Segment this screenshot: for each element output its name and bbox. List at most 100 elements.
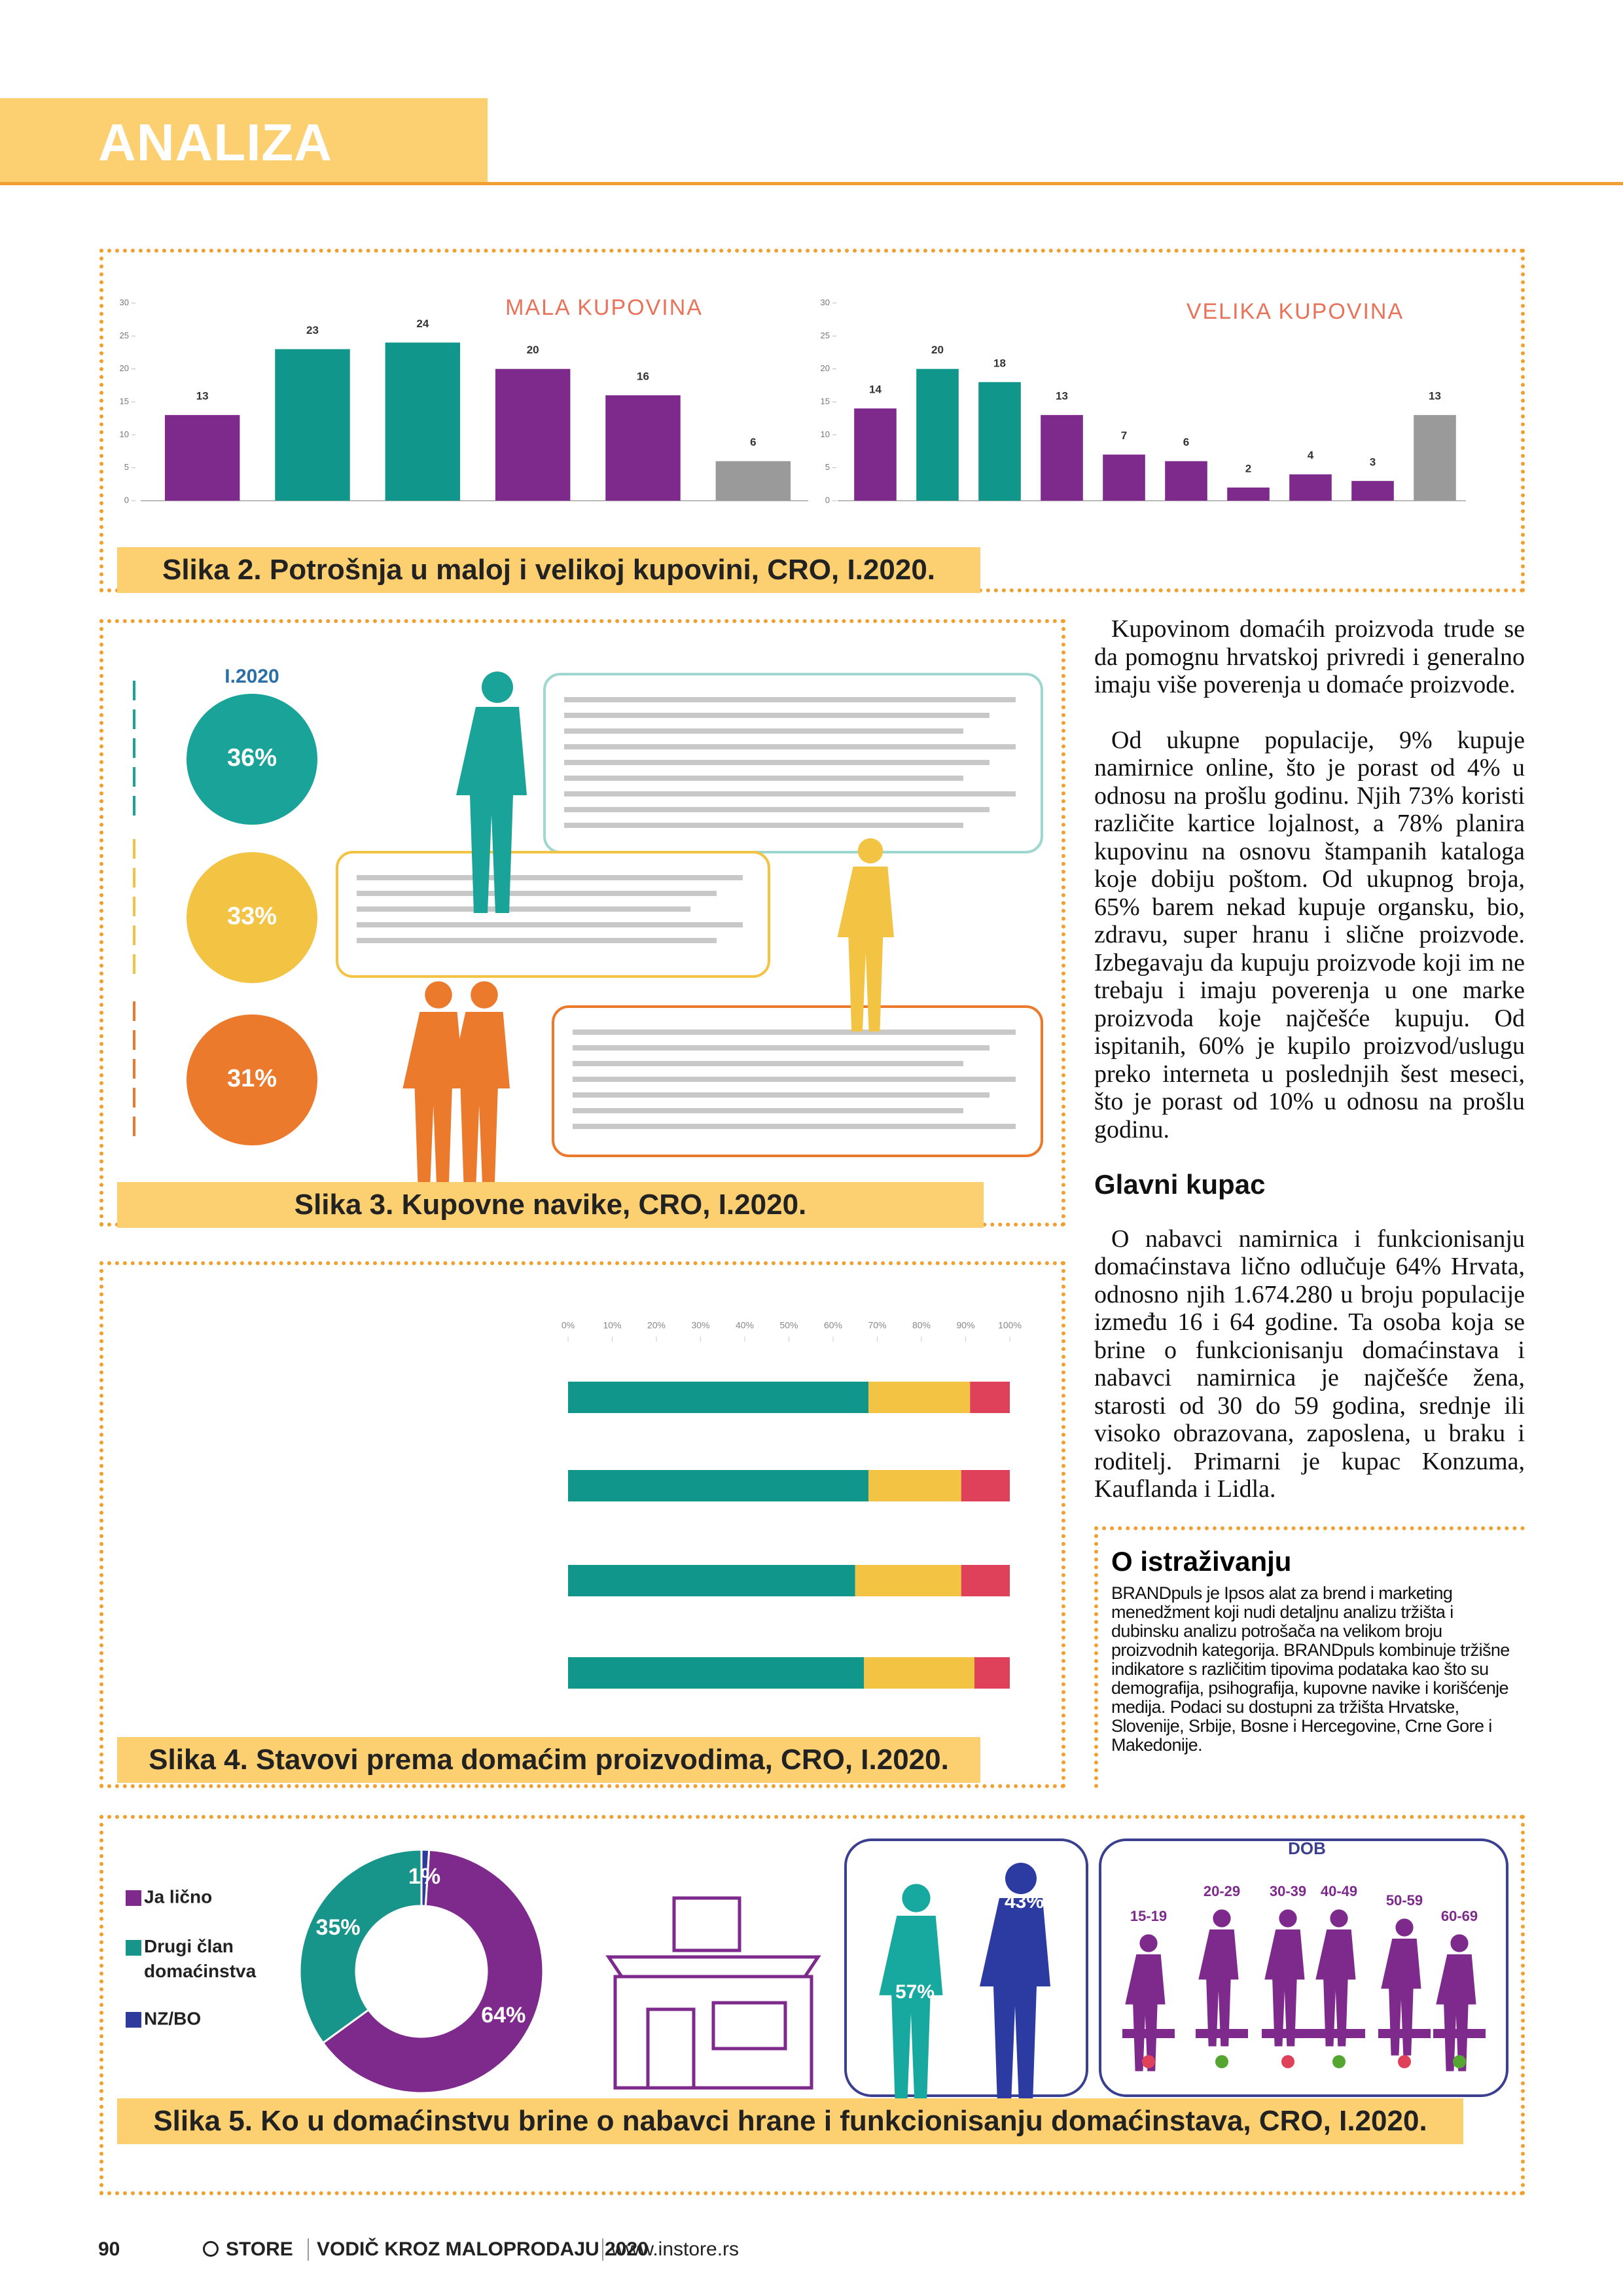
data-label: 24	[416, 317, 429, 330]
bar-segment	[961, 1565, 1010, 1596]
bar-segment	[568, 1565, 855, 1596]
chart-title: MALA KUPOVINA	[505, 295, 703, 320]
habit-share: 36%	[227, 744, 277, 772]
bar	[1165, 461, 1207, 501]
text-line	[564, 713, 990, 718]
header-rule	[0, 182, 1623, 185]
data-label: 16	[637, 370, 649, 382]
bar-segment	[568, 1382, 868, 1413]
bar-segment	[970, 1382, 1010, 1413]
age-icon	[1281, 2055, 1294, 2068]
brand: STORE	[226, 2238, 293, 2260]
bar-segment	[864, 1657, 974, 1689]
data-label: 20	[931, 344, 944, 356]
x-tick-label: 80%	[912, 1320, 931, 1331]
figure-silhouette	[902, 1884, 931, 1912]
figure-silhouette	[1395, 1918, 1414, 1937]
figure-silhouette	[448, 1012, 510, 1191]
text-line	[573, 1061, 963, 1066]
info-box: O istraživanju BRANDpuls je Ipsos alat z…	[1094, 1526, 1525, 1788]
text-line	[357, 906, 690, 912]
y-tick-label: 0	[124, 495, 129, 505]
y-tick-label: 5	[124, 462, 129, 472]
data-label: 7	[1121, 429, 1127, 442]
legend-swatch	[126, 1940, 141, 1956]
y-tick-label: 10	[821, 429, 830, 439]
figure-frame	[99, 619, 1065, 1227]
paragraph: O nabavci namirnica i funkcionisanju dom…	[1094, 1225, 1525, 1503]
figure-silhouette	[1198, 1929, 1239, 2047]
bar	[385, 342, 461, 501]
shop-illustration	[605, 1896, 821, 2090]
text-line	[357, 891, 717, 896]
data-label: 20	[527, 344, 539, 356]
data-label: 4	[1308, 449, 1314, 461]
text-line	[357, 922, 743, 927]
x-tick-label: 90%	[956, 1320, 974, 1331]
data-label: 13	[1056, 390, 1068, 403]
data-label: 2	[1245, 462, 1251, 475]
data-label: 18	[993, 357, 1006, 369]
x-tick-label: 20%	[647, 1320, 666, 1331]
age-icon	[1332, 2055, 1346, 2068]
info-title: O istraživanju	[1111, 1546, 1292, 1577]
data-label: 64%	[481, 2003, 526, 2028]
caption: Slika 4. Stavovi prema domaćim proizvodi…	[117, 1737, 980, 1783]
text-line	[564, 697, 1016, 702]
text-line	[564, 807, 990, 812]
figure-silhouette	[980, 1898, 1050, 2104]
x-tick-label: 70%	[868, 1320, 886, 1331]
article: Kupovinom domaćih proizvoda trude se da …	[1094, 615, 1525, 1531]
text-line	[573, 1045, 990, 1050]
section-title: ANALIZA	[98, 113, 333, 171]
figure-silhouette	[471, 981, 498, 1009]
figure-frame	[99, 1815, 1525, 2195]
age-base	[1433, 2029, 1486, 2038]
brand-logo	[203, 2241, 219, 2257]
text-line	[357, 938, 717, 943]
chart-title: VELIKA KUPOVINA	[1186, 299, 1404, 324]
bar-segment	[868, 1470, 961, 1501]
pie-slice	[298, 1848, 423, 2045]
bar	[916, 368, 959, 501]
bar	[1289, 474, 1332, 501]
page-number: 90	[98, 2238, 120, 2260]
legend-label: NZ/BO	[144, 2008, 201, 2028]
info-text: BRANDpuls je Ipsos alat za brend i marke…	[1111, 1583, 1510, 1755]
data-label: 13	[196, 390, 209, 403]
figure-silhouette	[1279, 1909, 1297, 1928]
x-tick-label: 100%	[998, 1320, 1022, 1331]
paragraph: Od ukupne populacije, 9% kupuje namirnic…	[1094, 726, 1525, 1143]
publication: VODIČ KROZ MALOPRODAJU 2020	[308, 2238, 649, 2261]
paragraph: Kupovinom domaćih proizvoda trude se da …	[1094, 615, 1525, 698]
data-label: 14	[869, 384, 882, 396]
figure-frame	[99, 249, 1525, 592]
figure-silhouette	[1315, 1929, 1356, 2047]
figure-silhouette	[857, 838, 883, 864]
subheading: Glavni kupac	[1094, 1169, 1266, 1200]
age-base	[1122, 2029, 1175, 2038]
habit-circle	[187, 694, 317, 825]
y-tick-label: 5	[825, 462, 830, 472]
caption: Slika 5. Ko u domaćinstvu brine o nabavc…	[117, 2098, 1463, 2144]
figure-silhouette	[837, 867, 894, 1031]
text-line	[564, 776, 963, 781]
year-label: I.2020	[224, 666, 279, 687]
bar	[495, 368, 571, 501]
text-line	[564, 744, 1016, 749]
y-tick-label: 20	[821, 363, 830, 373]
bar	[978, 382, 1021, 501]
text-line	[573, 1077, 1016, 1082]
habit-share: 33%	[227, 903, 277, 930]
gender-share: 57%	[895, 1981, 935, 2003]
figure-silhouette	[1330, 1909, 1348, 1928]
bar	[164, 415, 240, 501]
x-tick-label: 0%	[562, 1320, 575, 1331]
age-icon	[1215, 2055, 1228, 2068]
figure-silhouette	[1381, 1939, 1421, 2056]
age-base	[1262, 2029, 1314, 2038]
y-tick-label: 30	[120, 297, 129, 307]
bar	[1227, 487, 1270, 501]
